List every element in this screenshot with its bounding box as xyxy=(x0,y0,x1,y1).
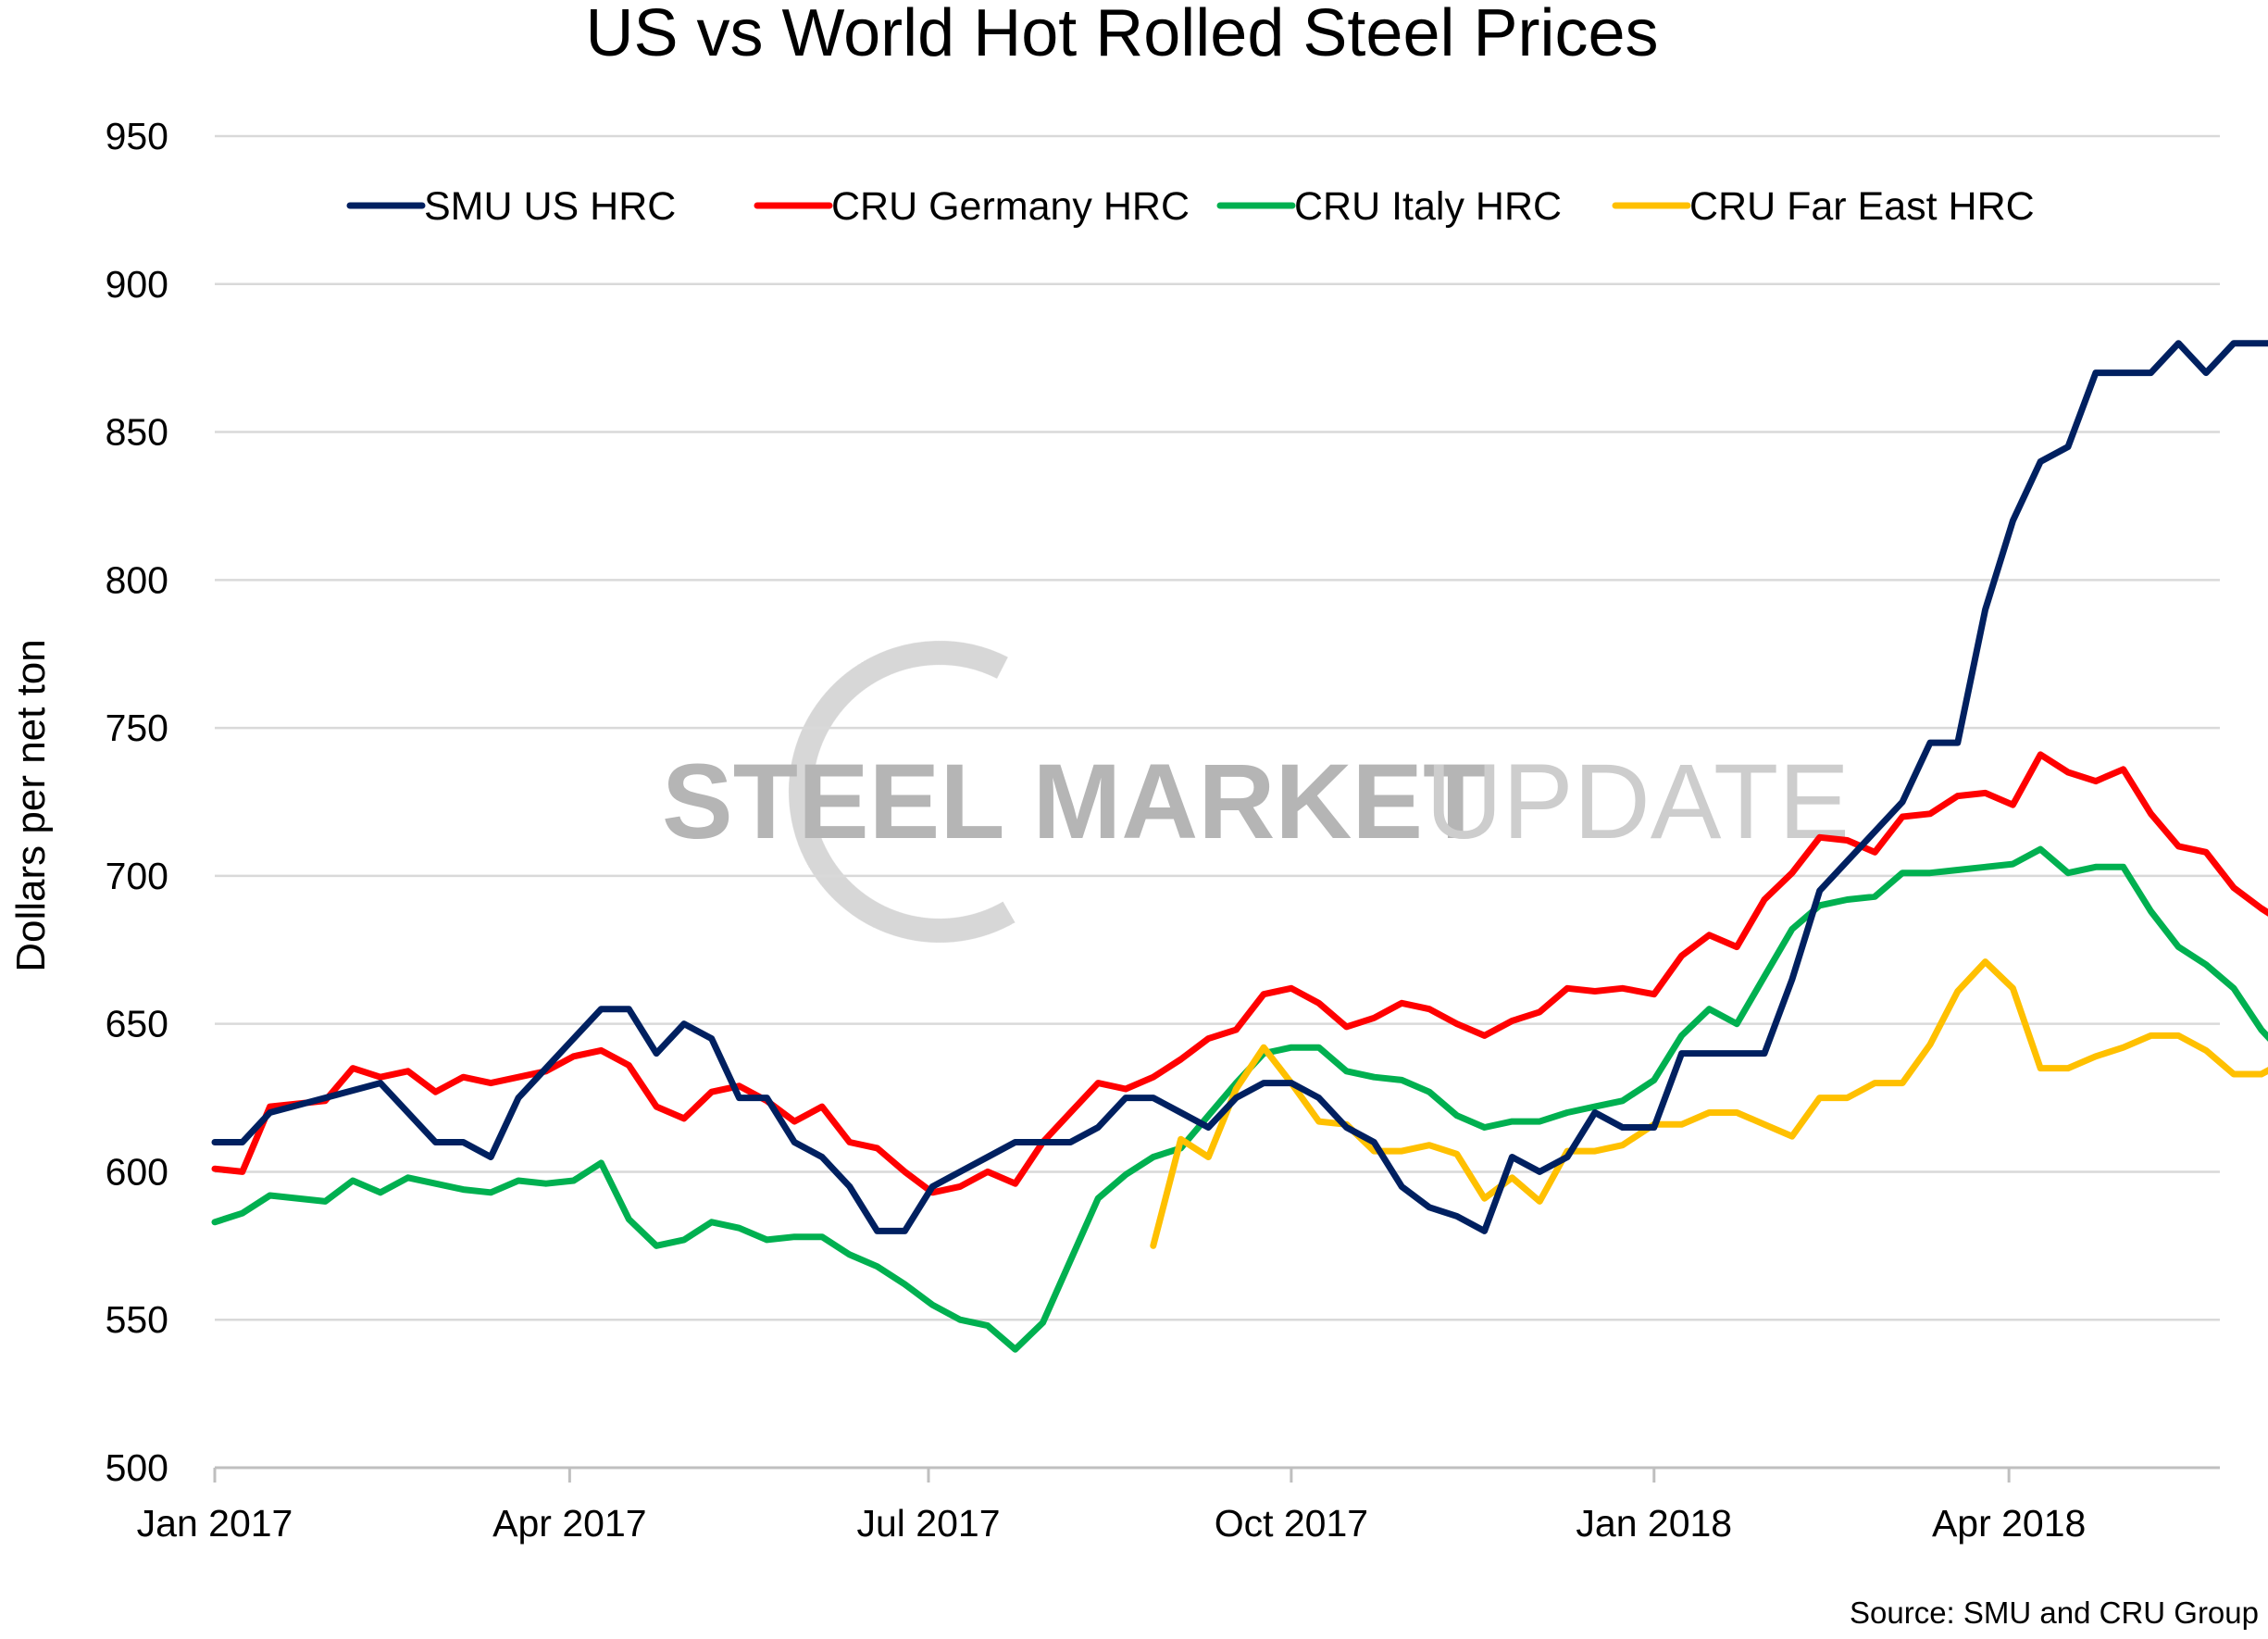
legend: SMU US HRC CRU Germany HRC CRU Italy HRC CR… xyxy=(346,184,2035,229)
y-tick-label: 850 xyxy=(106,411,168,454)
series-lines xyxy=(211,340,2268,1353)
chart-title: US vs World Hot Rolled Steel Prices xyxy=(585,0,1658,70)
y-tick-label: 900 xyxy=(106,263,168,306)
y-tick-label: 500 xyxy=(106,1446,168,1489)
y-axis: 500 550 600 650 700 750 800 850 900 950 xyxy=(106,115,168,1489)
y-tick-label: 550 xyxy=(106,1298,168,1341)
y-tick-label: 800 xyxy=(106,558,168,601)
legend-label: SMU US HRC xyxy=(424,184,676,229)
watermark-logo: STEEL MARKET UPDATE xyxy=(662,641,1850,943)
x-tick-label: Jan 2018 xyxy=(1576,1502,1732,1545)
x-axis: Jan 2017 Apr 2017 Jul 2017 Oct 2017 Jan 2018… xyxy=(137,1468,2086,1545)
watermark-swoosh xyxy=(789,641,1090,943)
gridlines xyxy=(215,134,2220,1321)
source-note: Source: SMU and CRU Group xyxy=(1850,1595,2259,1630)
series-line-cru-germany-hrc xyxy=(211,751,2268,1196)
x-tick-label: Apr 2018 xyxy=(1932,1502,2086,1545)
watermark-bold-text: STEEL MARKET xyxy=(662,743,1488,861)
series-line-cru-italy-hrc xyxy=(211,845,2268,1353)
watermark-light-text: UPDATE xyxy=(1426,743,1850,861)
y-tick-label: 950 xyxy=(106,115,168,157)
x-tick-label: Oct 2017 xyxy=(1215,1502,1368,1545)
legend-label: CRU Italy HRC xyxy=(1294,184,1562,229)
y-axis-label: Dollars per net ton xyxy=(8,639,54,972)
legend-label: CRU Far East HRC xyxy=(1689,184,2035,229)
y-tick-label: 600 xyxy=(106,1150,168,1193)
y-tick-label: 750 xyxy=(106,707,168,749)
x-tick-label: Apr 2017 xyxy=(492,1502,646,1545)
legend-label: CRU Germany HRC xyxy=(831,184,1190,229)
x-tick-label: Jul 2017 xyxy=(856,1502,1000,1545)
x-tick-label: Jan 2017 xyxy=(137,1502,293,1545)
series-line-cru-far-east-hrc xyxy=(1150,958,2268,1249)
y-tick-label: 650 xyxy=(106,1003,168,1045)
series-line-smu-us-hrc xyxy=(211,340,2268,1234)
y-tick-label: 700 xyxy=(106,855,168,897)
